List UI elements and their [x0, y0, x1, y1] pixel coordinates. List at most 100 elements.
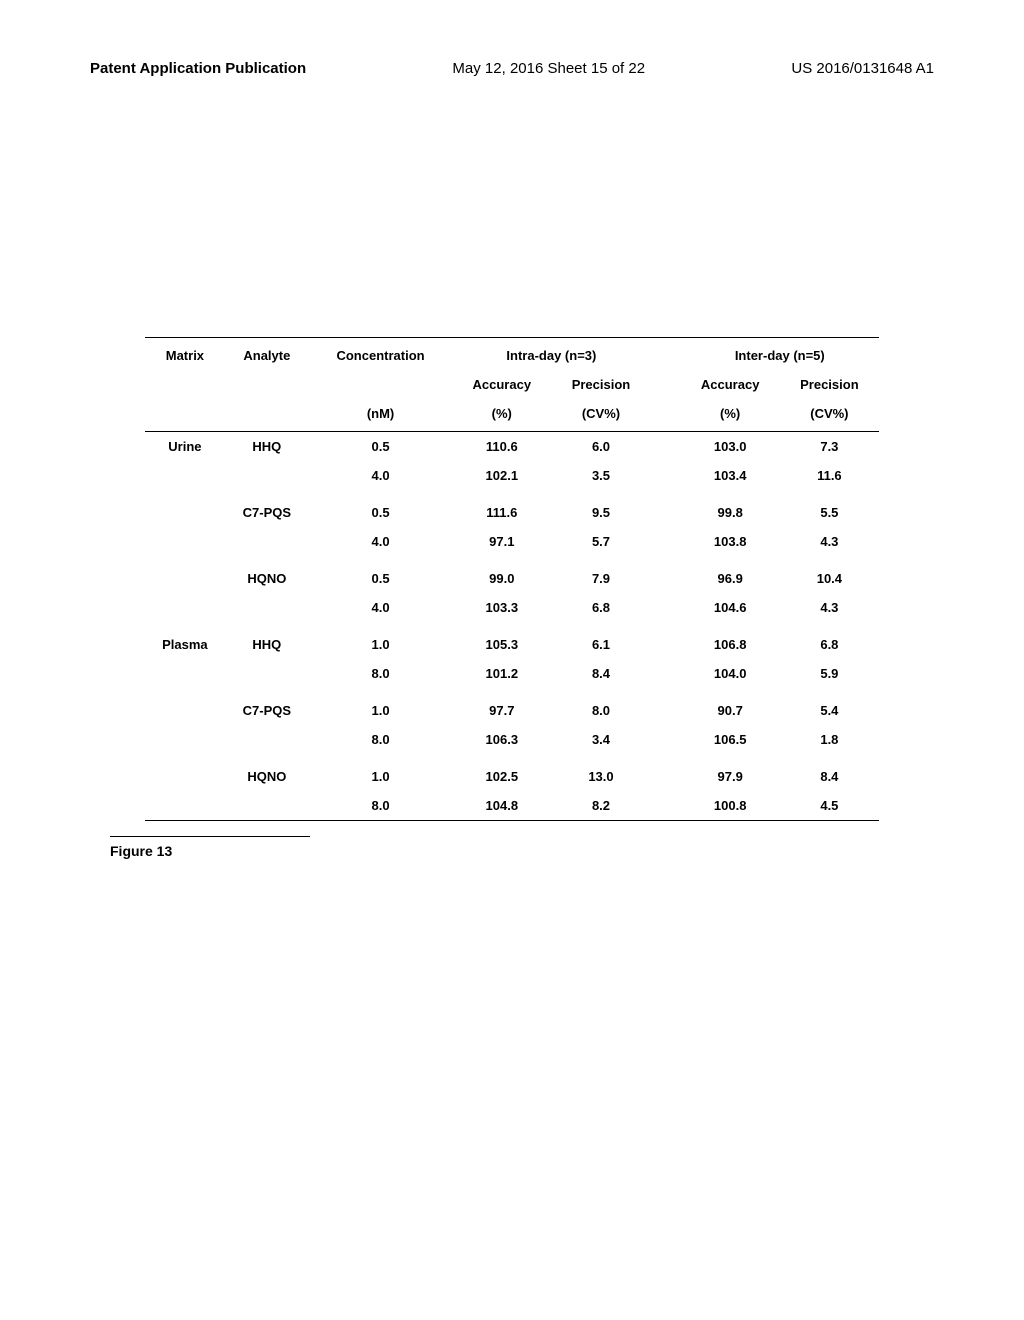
col-gap — [651, 338, 681, 371]
cell-inter-acc: 104.6 — [681, 593, 780, 622]
spacer-row — [145, 622, 879, 630]
table-row: Plasma HHQ 1.0 105.3 6.1 106.8 6.8 — [145, 630, 879, 659]
table-row: HQNO 0.5 99.0 7.9 96.9 10.4 — [145, 564, 879, 593]
cell-intra-acc: 104.8 — [452, 791, 551, 821]
cell-inter-prec: 4.3 — [780, 593, 879, 622]
cell-intra-acc: 102.1 — [452, 461, 551, 490]
table-row: 8.0 104.8 8.2 100.8 4.5 — [145, 791, 879, 821]
cell-inter-prec: 4.5 — [780, 791, 879, 821]
cell-intra-acc: 106.3 — [452, 725, 551, 754]
cell-intra-prec: 8.0 — [551, 696, 650, 725]
cell-inter-acc: 104.0 — [681, 659, 780, 688]
cell-inter-acc: 96.9 — [681, 564, 780, 593]
cell-intra-prec: 6.8 — [551, 593, 650, 622]
cell-inter-acc: 100.8 — [681, 791, 780, 821]
cell-analyte — [225, 593, 309, 622]
cell-intra-prec: 3.5 — [551, 461, 650, 490]
cell-inter-prec: 10.4 — [780, 564, 879, 593]
cell-intra-acc: 111.6 — [452, 498, 551, 527]
table-row: 4.0 102.1 3.5 103.4 11.6 — [145, 461, 879, 490]
cell-analyte: HHQ — [225, 630, 309, 659]
cell-analyte: HQNO — [225, 762, 309, 791]
cell-inter-prec: 11.6 — [780, 461, 879, 490]
table-row: 8.0 101.2 8.4 104.0 5.9 — [145, 659, 879, 688]
cell-intra-prec: 8.4 — [551, 659, 650, 688]
data-table-container: Matrix Analyte Concentration Intra-day (… — [145, 337, 879, 821]
cell-intra-acc: 97.7 — [452, 696, 551, 725]
col-inter-acc-unit: (%) — [681, 399, 780, 432]
cell-analyte — [225, 791, 309, 821]
cell-inter-prec: 8.4 — [780, 762, 879, 791]
cell-analyte — [225, 461, 309, 490]
cell-intra-prec: 9.5 — [551, 498, 650, 527]
cell-inter-prec: 5.4 — [780, 696, 879, 725]
col-conc-unit: (nM) — [309, 399, 452, 432]
document-header: Patent Application Publication May 12, 2… — [0, 0, 1024, 97]
col-intra-prec-unit: (CV%) — [551, 399, 650, 432]
cell-intra-acc: 99.0 — [452, 564, 551, 593]
table-row: 8.0 106.3 3.4 106.5 1.8 — [145, 725, 879, 754]
cell-intra-prec: 3.4 — [551, 725, 650, 754]
cell-inter-acc: 99.8 — [681, 498, 780, 527]
table-row: Urine HHQ 0.5 110.6 6.0 103.0 7.3 — [145, 432, 879, 462]
cell-matrix: Urine — [145, 432, 225, 462]
cell-analyte — [225, 659, 309, 688]
cell-conc: 0.5 — [309, 564, 452, 593]
cell-analyte: C7-PQS — [225, 498, 309, 527]
cell-inter-acc: 103.4 — [681, 461, 780, 490]
cell-intra-acc: 101.2 — [452, 659, 551, 688]
cell-inter-acc: 103.8 — [681, 527, 780, 556]
spacer-row — [145, 754, 879, 762]
table-row: 4.0 97.1 5.7 103.8 4.3 — [145, 527, 879, 556]
table-body: Urine HHQ 0.5 110.6 6.0 103.0 7.3 4.0 10… — [145, 432, 879, 821]
cell-conc: 0.5 — [309, 498, 452, 527]
cell-intra-acc: 97.1 — [452, 527, 551, 556]
cell-conc: 1.0 — [309, 630, 452, 659]
cell-conc: 4.0 — [309, 527, 452, 556]
cell-intra-prec: 5.7 — [551, 527, 650, 556]
cell-matrix — [145, 593, 225, 622]
cell-inter-acc: 97.9 — [681, 762, 780, 791]
col-matrix: Matrix — [145, 338, 225, 371]
spacer-row — [145, 556, 879, 564]
cell-intra-acc: 102.5 — [452, 762, 551, 791]
col-intra-acc-unit: (%) — [452, 399, 551, 432]
cell-inter-acc: 106.8 — [681, 630, 780, 659]
cell-conc: 8.0 — [309, 791, 452, 821]
cell-analyte — [225, 527, 309, 556]
cell-matrix — [145, 725, 225, 754]
col-analyte: Analyte — [225, 338, 309, 371]
cell-conc: 8.0 — [309, 725, 452, 754]
table-header-row-3: (nM) (%) (CV%) (%) (CV%) — [145, 399, 879, 432]
cell-inter-prec: 4.3 — [780, 527, 879, 556]
cell-inter-prec: 7.3 — [780, 432, 879, 462]
cell-intra-prec: 13.0 — [551, 762, 650, 791]
cell-analyte: C7-PQS — [225, 696, 309, 725]
cell-intra-prec: 8.2 — [551, 791, 650, 821]
col-concentration: Concentration — [309, 338, 452, 371]
cell-inter-prec: 5.9 — [780, 659, 879, 688]
cell-matrix — [145, 696, 225, 725]
cell-conc: 8.0 — [309, 659, 452, 688]
col-intra-day: Intra-day (n=3) — [452, 338, 650, 371]
cell-intra-acc: 110.6 — [452, 432, 551, 462]
cell-intra-acc: 103.3 — [452, 593, 551, 622]
table-row: HQNO 1.0 102.5 13.0 97.9 8.4 — [145, 762, 879, 791]
table-row: C7-PQS 1.0 97.7 8.0 90.7 5.4 — [145, 696, 879, 725]
cell-analyte: HHQ — [225, 432, 309, 462]
col-inter-prec-unit: (CV%) — [780, 399, 879, 432]
cell-matrix — [145, 762, 225, 791]
cell-intra-prec: 6.0 — [551, 432, 650, 462]
table-row: C7-PQS 0.5 111.6 9.5 99.8 5.5 — [145, 498, 879, 527]
header-center: May 12, 2016 Sheet 15 of 22 — [452, 60, 645, 77]
spacer-row — [145, 688, 879, 696]
cell-inter-acc: 106.5 — [681, 725, 780, 754]
cell-intra-acc: 105.3 — [452, 630, 551, 659]
header-left: Patent Application Publication — [90, 60, 306, 77]
table-header-row-2: Accuracy Precision Accuracy Precision — [145, 370, 879, 399]
cell-matrix: Plasma — [145, 630, 225, 659]
cell-analyte — [225, 725, 309, 754]
col-intra-accuracy: Accuracy — [452, 370, 551, 399]
col-intra-precision: Precision — [551, 370, 650, 399]
validation-table: Matrix Analyte Concentration Intra-day (… — [145, 337, 879, 821]
